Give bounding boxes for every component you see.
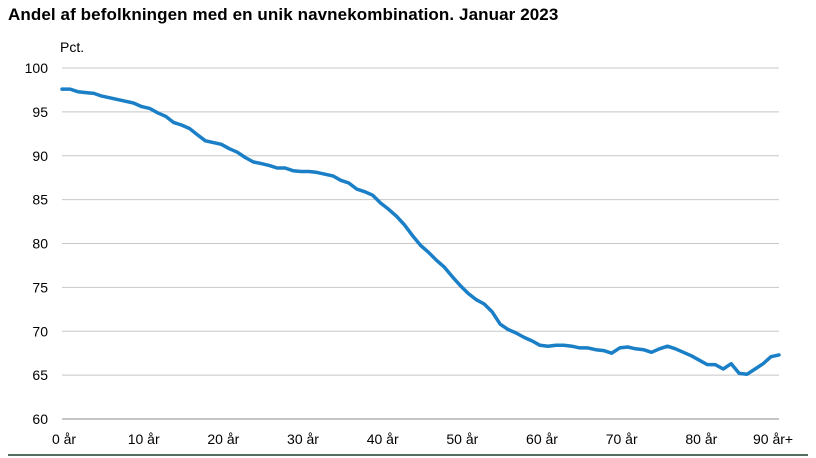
y-tick-label: 95 <box>32 104 48 120</box>
x-tick-label: 40 år <box>367 431 399 447</box>
x-tick-label: 10 år <box>128 431 160 447</box>
y-axis-ticks: 60 65 70 75 80 85 90 95 100 <box>25 60 49 427</box>
y-tick-label: 80 <box>32 236 48 252</box>
chart-title: Andel af befolkningen med en unik navnek… <box>8 5 559 24</box>
x-axis-ticks: 0 år 10 år 20 år 30 år 40 år 50 år 60 år 70 år 8… <box>52 431 793 447</box>
y-tick-label: 100 <box>25 60 49 76</box>
y-tick-label: 65 <box>32 367 48 383</box>
series-group <box>60 87 781 376</box>
y-tick-label: 90 <box>32 148 48 164</box>
x-tick-label: 0 år <box>52 431 76 447</box>
series-line-0 <box>60 87 781 376</box>
y-axis-unit-label: Pct. <box>60 39 84 55</box>
y-tick-label: 75 <box>32 279 48 295</box>
x-tick-label: 90 år+ <box>753 431 793 447</box>
x-tick-label: 50 år <box>446 431 478 447</box>
y-tick-label: 70 <box>32 323 48 339</box>
x-tick-label: 60 år <box>526 431 558 447</box>
y-tick-label: 85 <box>32 192 48 208</box>
x-tick-label: 70 år <box>606 431 638 447</box>
x-tick-label: 20 år <box>207 431 239 447</box>
x-tick-label: 80 år <box>685 431 717 447</box>
x-tick-label: 30 år <box>287 431 319 447</box>
y-tick-label: 60 <box>32 411 48 427</box>
